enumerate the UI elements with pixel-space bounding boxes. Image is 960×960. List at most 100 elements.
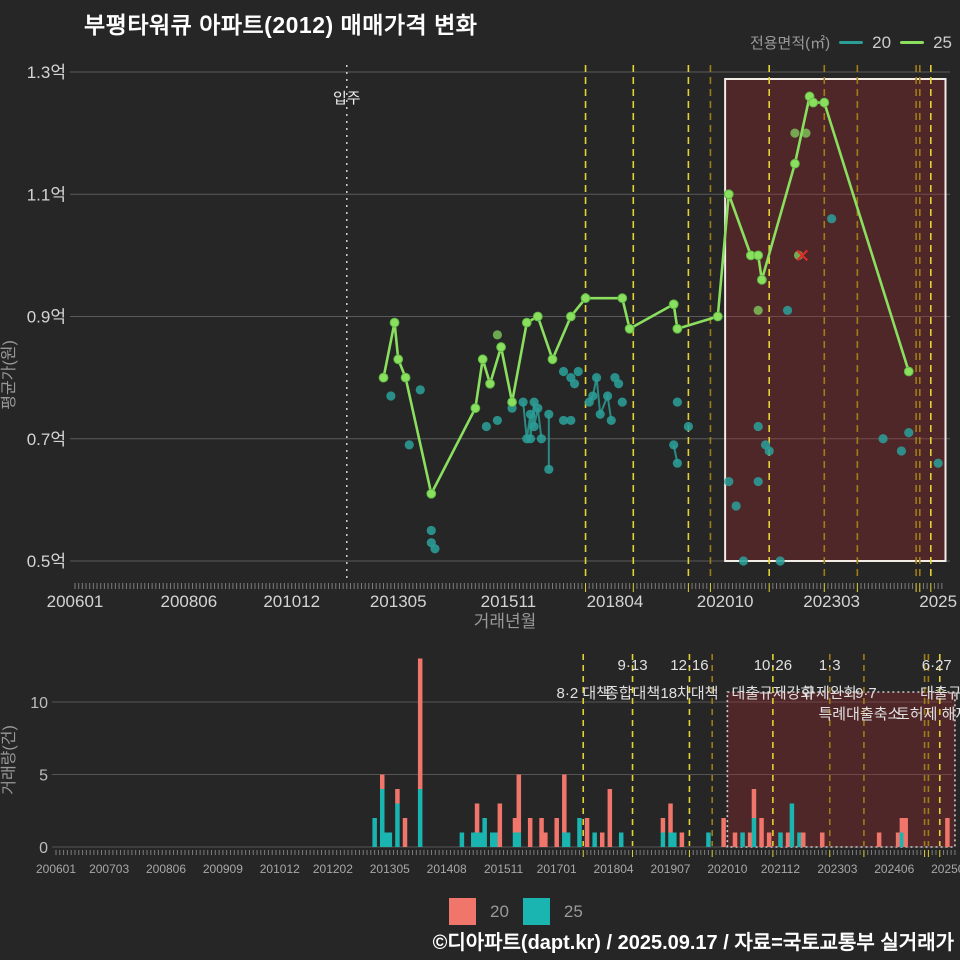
price-point-25[interactable] xyxy=(668,299,679,310)
volume-bar-25[interactable] xyxy=(459,832,465,848)
volume-bar-25[interactable] xyxy=(577,818,582,847)
volume-bar-25[interactable] xyxy=(751,818,757,847)
volume-bar-20[interactable] xyxy=(766,832,772,848)
sale-point-20[interactable] xyxy=(430,544,440,554)
volume-bar-20[interactable] xyxy=(417,658,423,790)
volume-bar-20[interactable] xyxy=(543,832,548,848)
volume-bar-25[interactable] xyxy=(778,832,783,848)
sale-point-20[interactable] xyxy=(544,409,554,419)
volume-bar-20[interactable] xyxy=(747,832,753,848)
sale-point-20[interactable] xyxy=(672,397,682,407)
volume-bar-25[interactable] xyxy=(706,832,711,848)
sale-point-25[interactable] xyxy=(801,128,811,138)
sale-point-20[interactable] xyxy=(386,391,396,401)
volume-bar-20[interactable] xyxy=(379,774,385,790)
volume-bar-20[interactable] xyxy=(660,818,666,833)
sale-point-20[interactable] xyxy=(775,556,785,566)
volume-bar-25[interactable] xyxy=(668,832,673,848)
price-point-25[interactable] xyxy=(477,354,488,365)
price-point-25[interactable] xyxy=(624,323,635,334)
volume-bar-20[interactable] xyxy=(607,789,613,847)
sale-point-20[interactable] xyxy=(525,434,536,444)
volume-bar-20[interactable] xyxy=(801,832,806,848)
sale-point-20[interactable] xyxy=(606,415,616,426)
volume-bar-25[interactable] xyxy=(478,832,484,848)
sale-point-20[interactable] xyxy=(617,397,627,407)
price-point-25[interactable] xyxy=(389,317,400,328)
volume-bar-20[interactable] xyxy=(474,803,480,833)
price-point-25[interactable] xyxy=(485,378,495,389)
volume-bar-20[interactable] xyxy=(895,832,901,848)
volume-bar-20[interactable] xyxy=(562,774,567,833)
price-point-25[interactable] xyxy=(580,293,591,304)
price-point-25[interactable] xyxy=(819,97,830,108)
volume-bar-25[interactable] xyxy=(474,832,480,848)
volume-bar-20[interactable] xyxy=(402,818,408,847)
volume-bar-20[interactable] xyxy=(876,832,882,848)
price-point-25[interactable] xyxy=(617,293,628,304)
volume-bar-25[interactable] xyxy=(379,789,385,847)
sale-point-20[interactable] xyxy=(827,214,837,224)
volume-bar-20[interactable] xyxy=(554,818,559,847)
sale-point-20[interactable] xyxy=(904,428,914,438)
volume-bar-25[interactable] xyxy=(797,832,802,848)
sale-point-20[interactable] xyxy=(669,440,679,450)
sale-point-20[interactable] xyxy=(738,556,749,566)
sale-point-20[interactable] xyxy=(566,415,576,426)
price-point-25[interactable] xyxy=(790,158,800,169)
sale-point-20[interactable] xyxy=(614,379,624,389)
volume-bar-20[interactable] xyxy=(785,832,791,848)
price-point-25[interactable] xyxy=(712,311,723,322)
sale-point-20[interactable] xyxy=(683,421,693,432)
legend-bar-20-label[interactable]: 20 xyxy=(490,901,509,921)
sale-point-20[interactable] xyxy=(518,397,528,407)
sale-point-20[interactable] xyxy=(782,305,793,315)
volume-bar-25[interactable] xyxy=(512,832,518,848)
volume-bar-20[interactable] xyxy=(759,818,764,847)
volume-bar-25[interactable] xyxy=(592,832,597,848)
volume-bar-20[interactable] xyxy=(584,818,590,847)
sale-point-20[interactable] xyxy=(595,409,605,419)
sale-point-20[interactable] xyxy=(753,476,763,487)
sale-point-20[interactable] xyxy=(573,366,583,377)
volume-bar-20[interactable] xyxy=(516,774,522,833)
price-point-25[interactable] xyxy=(521,317,532,328)
sale-point-20[interactable] xyxy=(426,525,436,536)
volume-bar-20[interactable] xyxy=(395,789,400,804)
price-point-25[interactable] xyxy=(496,342,506,352)
price-point-25[interactable] xyxy=(565,311,576,322)
volume-bar-20[interactable] xyxy=(527,818,533,847)
price-point-25[interactable] xyxy=(426,488,437,499)
volume-bar-25[interactable] xyxy=(387,832,393,848)
sale-point-20[interactable] xyxy=(933,458,943,468)
volume-bar-25[interactable] xyxy=(482,818,487,847)
sale-point-20[interactable] xyxy=(536,434,547,444)
sale-point-20[interactable] xyxy=(764,446,774,456)
sale-point-20[interactable] xyxy=(525,409,536,419)
volume-bar-25[interactable] xyxy=(417,789,423,847)
sale-point-20[interactable] xyxy=(724,476,734,487)
sale-point-20[interactable] xyxy=(415,385,425,395)
price-point-25[interactable] xyxy=(903,366,914,377)
volume-bar-25[interactable] xyxy=(618,832,624,848)
volume-bar-20[interactable] xyxy=(732,832,738,848)
sale-point-20[interactable] xyxy=(878,434,888,444)
sale-point-20[interactable] xyxy=(481,421,491,432)
volume-bar-25[interactable] xyxy=(565,832,571,848)
sale-point-20[interactable] xyxy=(404,440,414,450)
volume-bar-20[interactable] xyxy=(668,803,673,833)
volume-bar-25[interactable] xyxy=(789,803,795,848)
volume-bar-20[interactable] xyxy=(945,818,950,847)
volume-bar-20[interactable] xyxy=(512,818,518,833)
price-point-25[interactable] xyxy=(547,354,558,365)
volume-bar-25[interactable] xyxy=(489,832,495,848)
volume-bar-25[interactable] xyxy=(660,832,666,848)
volume-bar-20[interactable] xyxy=(599,832,605,848)
volume-bar-25[interactable] xyxy=(471,832,476,848)
volume-bar-25[interactable] xyxy=(562,832,567,848)
sale-point-20[interactable] xyxy=(492,415,502,426)
sale-point-20[interactable] xyxy=(731,501,741,511)
sale-point-20[interactable] xyxy=(602,391,613,401)
volume-bar-20[interactable] xyxy=(751,789,757,818)
sale-point-25[interactable] xyxy=(790,128,800,138)
